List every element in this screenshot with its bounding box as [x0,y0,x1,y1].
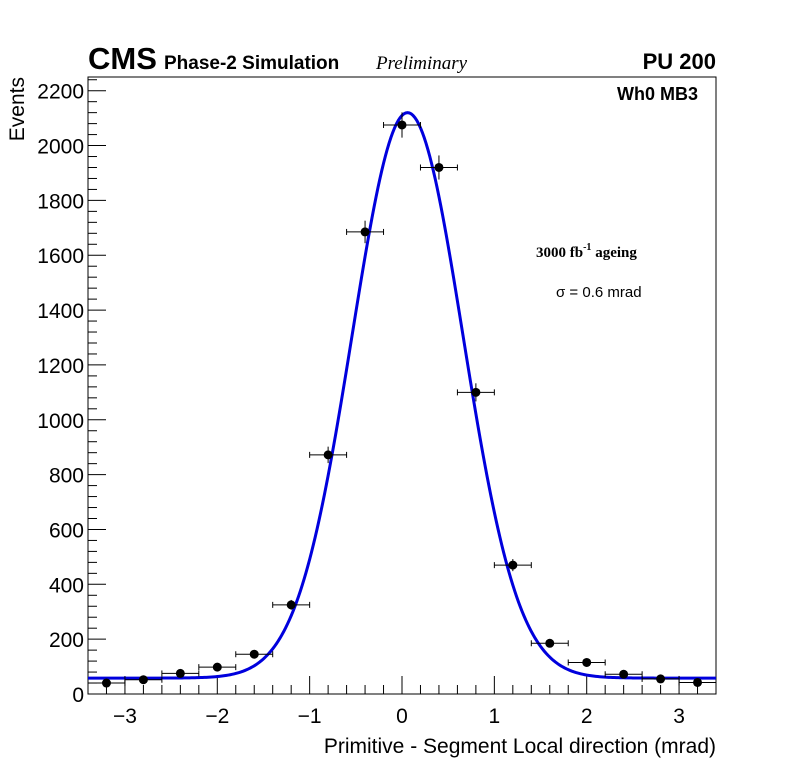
x-tick-label: −2 [205,705,229,728]
x-tick-label: −1 [298,705,322,728]
y-tick-label: 1800 [37,190,84,213]
x-axis-title: Primitive - Segment Local direction (mra… [324,735,716,758]
y-tick-label: 1400 [37,300,84,323]
simulation-label: Phase-2 Simulation [164,53,339,74]
x-tick-label: −3 [113,705,137,728]
x-tick-label: 3 [673,705,685,728]
ageing-label: 3000 fb-1 ageing [536,242,637,261]
x-tick-label: 0 [396,705,408,728]
y-axis-title: Events [6,77,29,141]
y-tick-label: 0 [72,684,84,707]
data-point [471,387,481,397]
data-point [101,678,111,688]
ageing-suffix: ageing [591,245,637,261]
y-tick-label: 800 [49,465,84,488]
y-tick-label: 400 [49,574,84,597]
data-point [656,674,666,684]
data-point [323,450,333,460]
data-point [582,657,592,667]
plot-area: 0 200 400 600 800 1000 1200 1400 1600 1800 2000 220… [37,76,717,728]
data-point [360,227,370,237]
y-tick-label: 1600 [37,245,84,268]
ageing-prefix: 3000 fb [536,245,583,261]
cms-label: CMS [88,41,157,76]
data-point [434,162,444,172]
preliminary-label: Preliminary [375,53,468,74]
plot-frame [87,76,717,695]
y-tick-label: 2000 [37,136,84,159]
data-point [138,675,148,685]
ageing-exponent: -1 [583,242,591,253]
data-point [286,600,296,610]
data-point [693,677,703,687]
data-point [175,668,185,678]
y-tick-label: 1000 [37,410,84,433]
fit-curve [88,111,717,680]
y-tick-label: 2200 [37,81,84,104]
data-point [545,638,555,648]
station-label: Wh0 MB3 [617,84,698,104]
x-tick-label: 2 [581,705,593,728]
sigma-label: σ = 0.6 mrad [556,284,642,301]
y-tick-label: 600 [49,519,84,542]
data-point [508,560,518,570]
data-point [397,120,407,130]
data-point [619,669,629,679]
pileup-label: PU 200 [643,49,716,74]
y-tick-label: 1200 [37,355,84,378]
data-point [249,649,259,659]
x-tick-label: 1 [489,705,501,728]
y-tick-label: 200 [49,629,84,652]
data-point [212,662,222,672]
